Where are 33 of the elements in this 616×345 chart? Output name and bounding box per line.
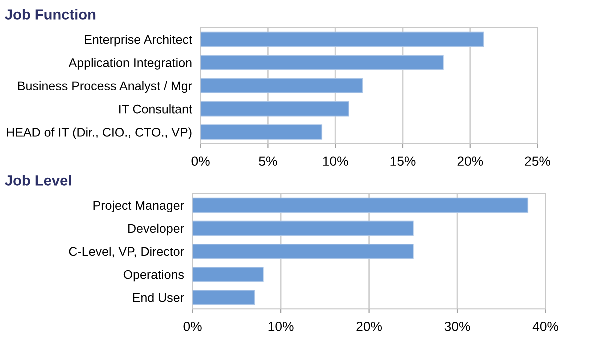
x-tick-label: 15% <box>390 156 416 166</box>
y-tick-label: Operations <box>124 270 184 282</box>
y-tick-label: Application Integration <box>68 58 192 70</box>
y-tick-label: Business Process Analyst / Mgr <box>18 81 192 94</box>
bar <box>192 266 264 282</box>
y-tick-label: Enterprise Architect <box>85 35 192 47</box>
x-tick-label: 30% <box>444 322 470 332</box>
bar <box>200 32 484 48</box>
x-tick-label: 10% <box>268 322 294 332</box>
bar <box>200 101 350 117</box>
y-tick-label: Developer <box>128 224 184 236</box>
text: Job Function <box>5 9 96 20</box>
x-tick-label: 10% <box>323 156 348 166</box>
y-tick-label: Project Manager <box>94 200 184 213</box>
bar <box>200 78 363 94</box>
bar <box>192 290 255 306</box>
bar <box>192 198 529 213</box>
x-tick-label: 20% <box>356 322 382 332</box>
y-tick-label: C-Level, VP, Director <box>69 246 184 258</box>
bar <box>200 55 444 70</box>
bar <box>192 220 414 236</box>
x-tick-label: 5% <box>259 156 278 166</box>
y-tick-label: HEAD of IT (Dir., CIO., CTO., VP) <box>7 128 192 140</box>
x-tick-label: 0% <box>192 156 210 166</box>
x-tick-label: 40% <box>532 322 559 332</box>
x-tick-label: 0% <box>184 322 202 332</box>
x-tick-label: 25% <box>525 156 551 166</box>
y-tick-label: IT Consultant <box>120 104 192 114</box>
bar <box>200 124 323 140</box>
x-tick-label: 20% <box>458 156 484 166</box>
bar <box>192 244 414 260</box>
y-tick-label: End User <box>133 293 184 302</box>
text: Job Level <box>5 175 72 186</box>
